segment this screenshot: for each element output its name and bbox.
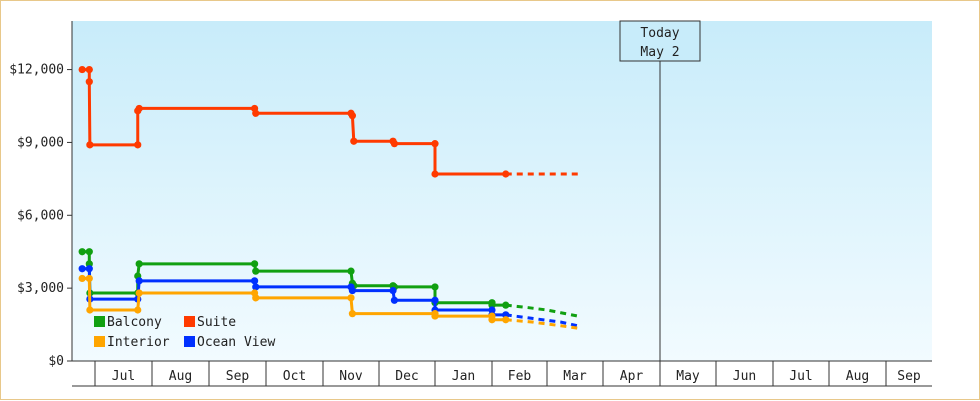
data-point — [134, 306, 142, 314]
x-tick-label: Sep — [897, 369, 921, 384]
legend-swatch — [184, 316, 195, 327]
y-tick-label: $0 — [48, 354, 64, 369]
x-tick-label: Dec — [395, 369, 418, 384]
y-tick-label: $6,000 — [17, 208, 64, 223]
data-point — [78, 65, 86, 74]
x-tick-label: Sep — [226, 369, 250, 384]
x-tick-label: Oct — [283, 369, 306, 384]
legend-swatch — [94, 336, 105, 347]
x-tick-label: Jul — [789, 369, 812, 384]
legend-label: Ocean View — [197, 335, 275, 350]
legend-label: Suite — [197, 315, 236, 330]
legend-label: Interior — [107, 335, 170, 350]
data-point — [78, 248, 86, 256]
x-axis: Jul Aug Sep Oct Nov Dec Jan Feb Mar Apr May Jun Jul A… — [72, 360, 932, 387]
legend-item: Interior — [94, 335, 170, 350]
data-point — [431, 312, 439, 320]
x-tick-label: Apr — [620, 369, 644, 384]
x-tick-label: Jan — [452, 369, 475, 384]
data-point — [252, 267, 260, 275]
y-tick-label: $3,000 — [17, 281, 64, 296]
data-point — [252, 283, 260, 291]
data-point — [135, 104, 143, 113]
data-point — [85, 78, 93, 86]
x-tick-label: Aug — [846, 369, 869, 384]
x-tick-label: May — [676, 369, 700, 384]
data-point — [347, 267, 355, 275]
data-point — [85, 65, 93, 74]
data-point — [78, 274, 86, 283]
series-suite — [78, 65, 578, 178]
legend-label: Balcony — [107, 315, 162, 330]
data-point — [431, 170, 439, 178]
data-point — [251, 277, 259, 285]
x-tick-label: Jun — [733, 369, 756, 384]
data-point — [252, 294, 260, 302]
today-date: May 2 — [640, 45, 679, 60]
x-tick-label: Aug — [169, 369, 192, 384]
y-tick-label: $9,000 — [17, 135, 64, 150]
series-projection — [505, 318, 579, 330]
series-line — [82, 276, 506, 322]
data-point — [85, 265, 93, 273]
data-point — [135, 260, 143, 268]
data-point — [348, 286, 356, 295]
data-point — [389, 286, 397, 295]
data-point — [78, 265, 86, 273]
series-layer — [78, 65, 579, 330]
series-projection — [505, 313, 579, 328]
data-point — [431, 296, 439, 304]
data-point — [502, 170, 510, 178]
data-point — [502, 301, 510, 309]
legend: Balcony Suite Interior Ocean View — [94, 315, 275, 350]
data-point — [350, 137, 358, 145]
legend-item: Balcony — [94, 315, 162, 330]
data-point — [348, 112, 356, 120]
legend-swatch — [184, 336, 195, 347]
today-label: Today — [640, 26, 679, 41]
data-point — [390, 140, 398, 148]
data-point — [252, 109, 260, 117]
data-point — [134, 141, 142, 149]
x-tick-label: Feb — [508, 369, 532, 384]
plot-area — [72, 21, 932, 361]
data-point — [86, 141, 94, 149]
y-tick-label: $12,000 — [9, 63, 64, 78]
today-box — [619, 20, 701, 62]
x-tick-label: Mar — [563, 369, 587, 384]
legend-item: Suite — [184, 315, 236, 330]
x-tick-label: Nov — [339, 369, 363, 384]
data-point — [85, 248, 93, 256]
data-point — [390, 296, 398, 304]
legend-swatch — [94, 316, 105, 327]
series-projection — [505, 303, 579, 318]
legend-item: Ocean View — [184, 335, 275, 350]
data-point — [502, 316, 510, 324]
data-point — [86, 306, 94, 314]
data-point — [431, 140, 439, 148]
data-point — [135, 289, 143, 297]
series-interior — [78, 274, 579, 330]
y-axis: $0 $3,000 $6,000 $9,000 $12,000 — [9, 21, 73, 369]
data-point — [431, 283, 439, 291]
data-point — [347, 294, 355, 302]
data-point — [85, 274, 93, 283]
today-marker: Today May 2 — [619, 20, 701, 361]
data-point — [348, 310, 356, 318]
data-point — [488, 316, 496, 324]
data-point — [135, 277, 143, 285]
x-tick-label: Jul — [112, 369, 135, 384]
data-point — [251, 260, 259, 268]
